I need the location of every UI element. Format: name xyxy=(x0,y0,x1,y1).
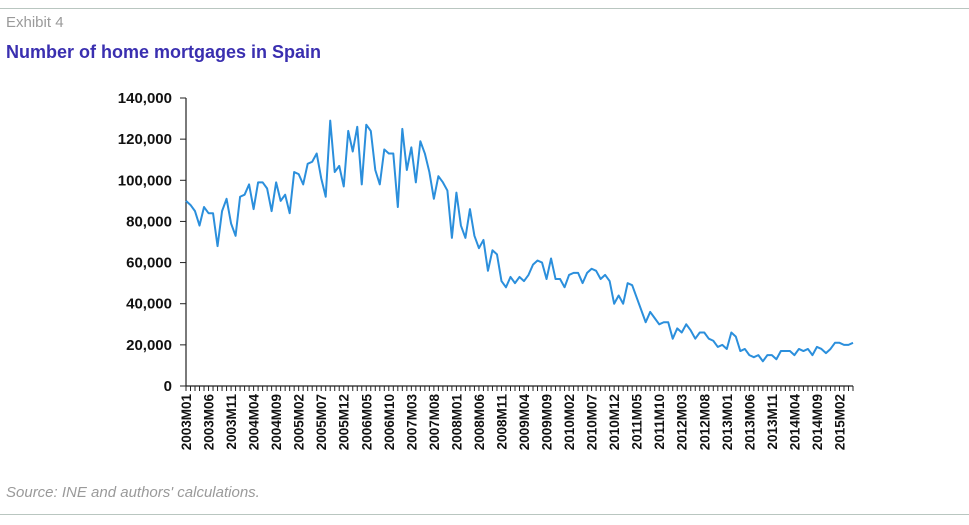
x-tick-label: 2014M04 xyxy=(787,394,802,451)
x-tick-label: 2015M02 xyxy=(832,394,847,450)
chart-title: Number of home mortgages in Spain xyxy=(6,42,322,62)
line-chart: 0 20,000 40,000 60,000 80,000 100,000 120,000 1… xyxy=(118,90,854,451)
y-tick-label: 40,000 xyxy=(126,296,172,313)
x-tick-label: 2006M05 xyxy=(359,394,374,451)
y-axis: 0 20,000 40,000 60,000 80,000 100,000 120,000 1… xyxy=(118,90,187,395)
x-tick-label: 2013M11 xyxy=(765,394,780,450)
x-tick-label: 2004M09 xyxy=(269,394,284,450)
mortgages-series-line xyxy=(185,119,854,363)
y-tick-label: 60,000 xyxy=(126,255,172,272)
x-tick-label: 2007M03 xyxy=(404,394,419,451)
x-tick-label: 2005M07 xyxy=(314,394,329,450)
y-tick-label: 140,000 xyxy=(118,90,172,107)
x-tick-label: 2007M08 xyxy=(427,394,442,451)
y-tick-label: 100,000 xyxy=(118,172,172,189)
x-tick-label: 2003M06 xyxy=(202,394,217,451)
x-axis: 2003M01 2003M06 2003M11 2004M04 2004M09 2005M… xyxy=(179,385,854,451)
y-tick-label: 120,000 xyxy=(118,131,172,148)
x-tick-label: 2008M11 xyxy=(494,394,509,450)
y-tick-label: 80,000 xyxy=(126,213,172,230)
x-tick-label: 2013M06 xyxy=(742,394,757,451)
x-tick-label: 2011M10 xyxy=(652,394,667,450)
x-tick-label: 2006M10 xyxy=(382,394,397,450)
x-tick-label: 2011M05 xyxy=(630,394,645,450)
exhibit-label: Exhibit 4 xyxy=(6,14,64,31)
y-tick-label: 0 xyxy=(164,378,172,395)
series-layer xyxy=(185,119,854,363)
x-tick-label: 2009M04 xyxy=(517,394,532,451)
y-tick-label: 20,000 xyxy=(126,337,172,354)
x-tick-label: 2003M11 xyxy=(224,394,239,450)
x-tick-label: 2010M07 xyxy=(585,394,600,450)
x-tick-label: 2012M08 xyxy=(697,394,712,451)
x-tick-label: 2010M12 xyxy=(607,394,622,450)
x-tick-label: 2003M01 xyxy=(179,394,194,451)
top-rule xyxy=(0,8,969,9)
x-tick-label: 2004M04 xyxy=(247,394,262,451)
x-tick-label: 2005M02 xyxy=(292,394,307,450)
x-tick-label: 2009M09 xyxy=(540,394,555,450)
x-tick-label: 2013M01 xyxy=(720,394,735,451)
x-tick-label: 2010M02 xyxy=(562,394,577,450)
x-tick-label: 2014M09 xyxy=(810,394,825,450)
x-tick-label: 2005M12 xyxy=(337,394,352,450)
x-tick-label: 2012M03 xyxy=(675,394,690,451)
x-tick-label: 2008M01 xyxy=(449,394,464,451)
x-tick-label: 2008M06 xyxy=(472,394,487,451)
source-note: Source: INE and authors' calculations. xyxy=(6,484,260,501)
bottom-rule xyxy=(0,514,969,515)
